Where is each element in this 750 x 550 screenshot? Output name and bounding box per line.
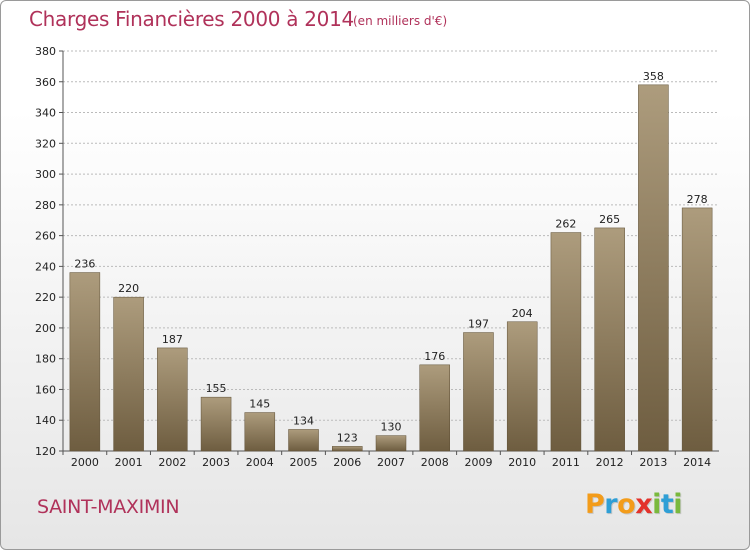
chart-subtitle: (en milliers d'€) bbox=[353, 14, 448, 28]
bar-2012 bbox=[594, 227, 625, 452]
bar-2001 bbox=[113, 296, 144, 452]
bar-2006 bbox=[332, 446, 363, 452]
proxiti-logo[interactable]: Proxiti bbox=[585, 489, 683, 520]
y-tick-label: 120 bbox=[35, 445, 56, 458]
bar-2000 bbox=[69, 272, 101, 452]
x-tick-label: 2009 bbox=[464, 456, 492, 469]
x-tick-label: 2013 bbox=[639, 456, 667, 469]
logo-letter: P bbox=[585, 489, 605, 520]
x-tick-label: 2002 bbox=[158, 456, 186, 469]
bar-2003 bbox=[200, 396, 232, 452]
value-labels: 236 220 187 155 145 134 123 130 176 197 204 262 265 3… bbox=[74, 70, 707, 445]
value-label: 197 bbox=[468, 318, 489, 331]
value-label: 236 bbox=[74, 258, 95, 271]
bar-2011 bbox=[550, 232, 582, 452]
value-label: 123 bbox=[337, 431, 358, 444]
x-tick-label: 2004 bbox=[246, 456, 274, 469]
bar-2009 bbox=[463, 332, 494, 452]
x-tick-labels: 2000 2001 2002 2003 2004 2005 2006 2007 2008 2009… bbox=[71, 456, 711, 469]
bar-2004 bbox=[244, 412, 276, 452]
value-label: 130 bbox=[381, 421, 402, 434]
bar-2013 bbox=[638, 84, 669, 452]
x-tick-label: 2012 bbox=[596, 456, 624, 469]
value-label: 265 bbox=[599, 213, 620, 226]
logo-letter: t bbox=[660, 489, 674, 520]
logo-letter: x bbox=[635, 489, 653, 520]
bar-2014 bbox=[681, 207, 713, 452]
value-label: 134 bbox=[293, 414, 314, 427]
value-label: 262 bbox=[555, 218, 576, 231]
y-tick-labels: 120 140 160 180 200 220 240 260 280 300 320 340 360 3… bbox=[35, 45, 56, 458]
x-tick-label: 2014 bbox=[683, 456, 711, 469]
x-tick-label: 2008 bbox=[421, 456, 449, 469]
y-tick-label: 220 bbox=[35, 291, 56, 304]
y-tick-label: 140 bbox=[35, 414, 56, 427]
value-label: 278 bbox=[687, 193, 708, 206]
value-label: 187 bbox=[162, 333, 183, 346]
commune-name: SAINT-MAXIMIN bbox=[37, 496, 180, 518]
x-tick-label: 2005 bbox=[290, 456, 318, 469]
x-tick-label: 2007 bbox=[377, 456, 405, 469]
bar-2007 bbox=[375, 435, 407, 452]
value-label: 358 bbox=[643, 70, 664, 83]
y-tick-label: 320 bbox=[35, 137, 56, 150]
y-tick-label: 280 bbox=[35, 199, 56, 212]
x-tick-label: 2010 bbox=[508, 456, 536, 469]
x-tick-label: 2011 bbox=[552, 456, 580, 469]
x-tick-label: 2003 bbox=[202, 456, 230, 469]
x-tick-label: 2001 bbox=[115, 456, 143, 469]
y-tick-label: 180 bbox=[35, 353, 56, 366]
value-label: 176 bbox=[424, 350, 445, 363]
y-tick-label: 340 bbox=[35, 107, 56, 120]
value-label: 155 bbox=[206, 382, 227, 395]
logo-letter: i bbox=[652, 489, 661, 520]
bar-2010 bbox=[506, 321, 538, 452]
y-tick-label: 300 bbox=[35, 168, 56, 181]
logo-letter: r bbox=[604, 489, 618, 520]
y-tick-label: 240 bbox=[35, 260, 56, 273]
bar-2002 bbox=[157, 347, 188, 452]
y-tick-label: 160 bbox=[35, 383, 56, 396]
value-label: 145 bbox=[249, 398, 270, 411]
value-label: 220 bbox=[118, 282, 139, 295]
logo-letter: o bbox=[617, 489, 636, 520]
value-label: 204 bbox=[512, 307, 533, 320]
y-tick-label: 260 bbox=[35, 230, 56, 243]
y-tick-label: 360 bbox=[35, 76, 56, 89]
x-tick-label: 2000 bbox=[71, 456, 99, 469]
x-tick-label: 2006 bbox=[333, 456, 361, 469]
bar-2008 bbox=[419, 364, 450, 452]
chart-title: Charges Financières 2000 à 2014 bbox=[29, 7, 354, 31]
bars bbox=[69, 84, 713, 452]
y-tick-label: 200 bbox=[35, 322, 56, 335]
bar-2005 bbox=[288, 429, 319, 452]
y-tick-label: 380 bbox=[35, 45, 56, 58]
logo-letter: i bbox=[673, 489, 683, 520]
